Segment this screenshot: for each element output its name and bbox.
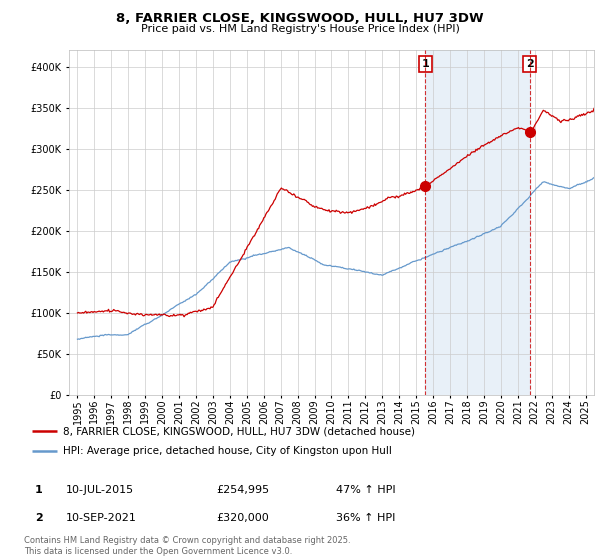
Bar: [425, 50, 530, 395]
Text: 8, FARRIER CLOSE, KINGSWOOD, HULL, HU7 3DW: 8, FARRIER CLOSE, KINGSWOOD, HULL, HU7 3…: [116, 12, 484, 25]
Text: 2: 2: [35, 513, 43, 523]
Text: £320,000: £320,000: [216, 513, 269, 523]
Text: 10-SEP-2021: 10-SEP-2021: [66, 513, 137, 523]
Text: 10-JUL-2015: 10-JUL-2015: [66, 485, 134, 495]
Text: 8, FARRIER CLOSE, KINGSWOOD, HULL, HU7 3DW (detached house): 8, FARRIER CLOSE, KINGSWOOD, HULL, HU7 3…: [63, 426, 415, 436]
Text: HPI: Average price, detached house, City of Kingston upon Hull: HPI: Average price, detached house, City…: [63, 446, 392, 456]
Text: 36% ↑ HPI: 36% ↑ HPI: [336, 513, 395, 523]
Text: 1: 1: [421, 59, 429, 69]
Text: 47% ↑ HPI: 47% ↑ HPI: [336, 485, 395, 495]
Text: Price paid vs. HM Land Registry's House Price Index (HPI): Price paid vs. HM Land Registry's House …: [140, 24, 460, 34]
Text: 1: 1: [35, 485, 43, 495]
Text: Contains HM Land Registry data © Crown copyright and database right 2025.
This d: Contains HM Land Registry data © Crown c…: [24, 536, 350, 556]
Text: £254,995: £254,995: [216, 485, 269, 495]
Text: 2: 2: [526, 59, 533, 69]
